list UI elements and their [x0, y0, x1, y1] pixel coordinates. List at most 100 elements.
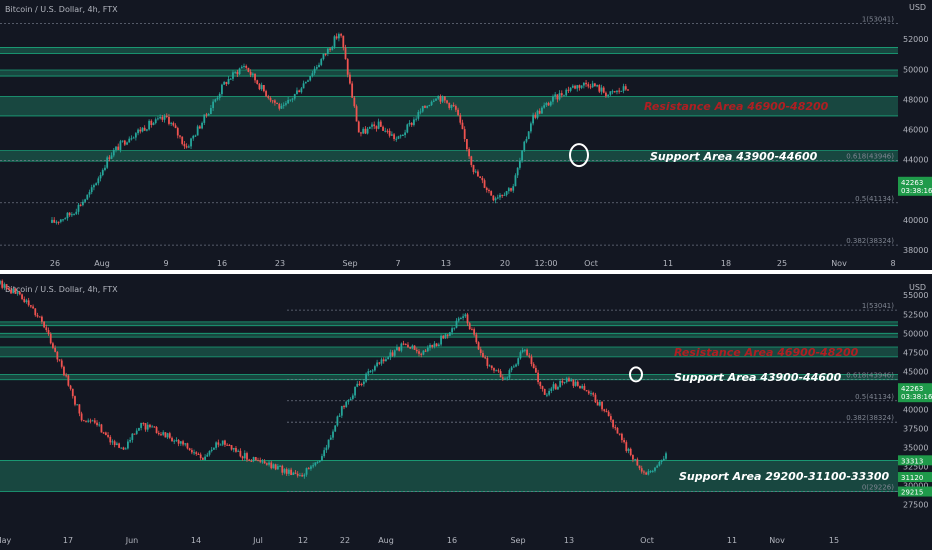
candle-body — [452, 104, 455, 107]
candle-body — [287, 99, 290, 104]
candle-body — [223, 82, 226, 85]
candle-body — [119, 141, 122, 150]
candle-body — [215, 442, 218, 448]
candle-body — [356, 383, 359, 387]
candle-body — [526, 349, 528, 356]
support-area-label: Support Area 29200-31100-33300 — [679, 470, 890, 483]
x-tick-label: 18 — [721, 259, 731, 268]
candle-body — [296, 473, 299, 476]
candle-body — [643, 471, 645, 473]
price-tag — [898, 455, 932, 466]
candle-body — [495, 370, 498, 372]
candle-body — [419, 111, 422, 113]
candle-body — [532, 114, 535, 124]
candle-body — [455, 320, 458, 328]
candle-body — [315, 67, 318, 69]
candle-body — [418, 351, 420, 354]
candle-body — [327, 439, 330, 448]
candle-body — [256, 80, 259, 84]
candle-body — [396, 347, 398, 351]
candle-body — [146, 424, 149, 430]
y-tick-label: 37500 — [903, 424, 928, 433]
candle-body — [268, 462, 270, 465]
candle-body — [88, 192, 91, 195]
candle-body — [326, 48, 329, 55]
resistance-area-label: Resistance Area 46900-48200 — [644, 100, 829, 113]
candle-body — [329, 48, 331, 50]
candle-body — [133, 433, 136, 435]
candle-body — [194, 135, 197, 137]
candle-body — [354, 386, 356, 396]
candle-body — [393, 350, 396, 356]
candle-body — [71, 388, 74, 397]
candle-body — [60, 360, 63, 367]
candle-body — [376, 362, 379, 367]
candle-body — [102, 432, 105, 434]
candle-body — [519, 352, 522, 359]
candle-body — [276, 466, 279, 470]
candle-body — [78, 404, 81, 414]
candle-body — [441, 96, 444, 102]
candle-body — [424, 350, 427, 352]
candle-body — [347, 400, 350, 402]
price-tag — [898, 486, 932, 497]
candle-body — [143, 127, 146, 131]
price-zone — [0, 374, 898, 380]
candle-body — [525, 138, 528, 142]
candle-body — [432, 100, 435, 102]
candle-body — [47, 330, 50, 335]
candle-body — [656, 465, 659, 468]
candle-body — [130, 138, 133, 140]
candle-body — [428, 105, 431, 107]
candle-body — [91, 420, 94, 422]
candle-body — [454, 106, 457, 110]
candle-body — [314, 462, 317, 466]
candle-body — [609, 416, 612, 420]
candle-body — [230, 445, 233, 450]
candle-body — [73, 213, 75, 215]
candle-body — [574, 85, 576, 89]
candle-body — [263, 461, 266, 464]
candle-body — [605, 92, 607, 97]
candle-body — [651, 470, 654, 472]
x-tick-label: 12 — [298, 536, 308, 545]
price-zone — [0, 47, 898, 54]
candle-body — [93, 420, 96, 423]
candle-body — [402, 343, 405, 345]
candle-body — [80, 413, 83, 421]
candle-body — [300, 88, 303, 93]
candle-body — [243, 453, 246, 459]
candle-body — [382, 126, 384, 131]
candle-body — [344, 47, 347, 60]
candle-body — [430, 101, 433, 106]
candle-body — [177, 440, 180, 444]
candle-body — [453, 327, 456, 329]
y-tick-label: 50000 — [903, 65, 928, 74]
x-tick-label: 12:00 — [534, 259, 557, 268]
candle-body — [508, 370, 511, 378]
candle-body — [654, 467, 656, 471]
y-tick-label: 40000 — [903, 405, 928, 414]
candle-body — [378, 362, 381, 364]
candle-body — [90, 187, 93, 193]
candle-body — [14, 288, 17, 294]
candle-body — [446, 334, 449, 336]
candle-body — [620, 90, 623, 92]
candle-body — [0, 280, 1, 284]
candle-body — [460, 317, 462, 319]
candle-body — [499, 194, 501, 198]
candle-body — [384, 130, 387, 132]
y-tick-label: 32500 — [903, 463, 928, 472]
candle-body — [629, 448, 632, 456]
y-tick-label: 47500 — [903, 348, 928, 357]
candle-body — [331, 46, 334, 50]
candle-body — [484, 357, 487, 359]
candle-body — [251, 73, 254, 75]
candle-body — [649, 471, 652, 473]
x-tick-label: Aug — [378, 536, 394, 545]
candle-body — [87, 420, 90, 422]
candle-body — [108, 157, 111, 159]
candle-body — [549, 101, 552, 106]
candle-body — [451, 328, 453, 333]
candle-body — [197, 454, 200, 456]
